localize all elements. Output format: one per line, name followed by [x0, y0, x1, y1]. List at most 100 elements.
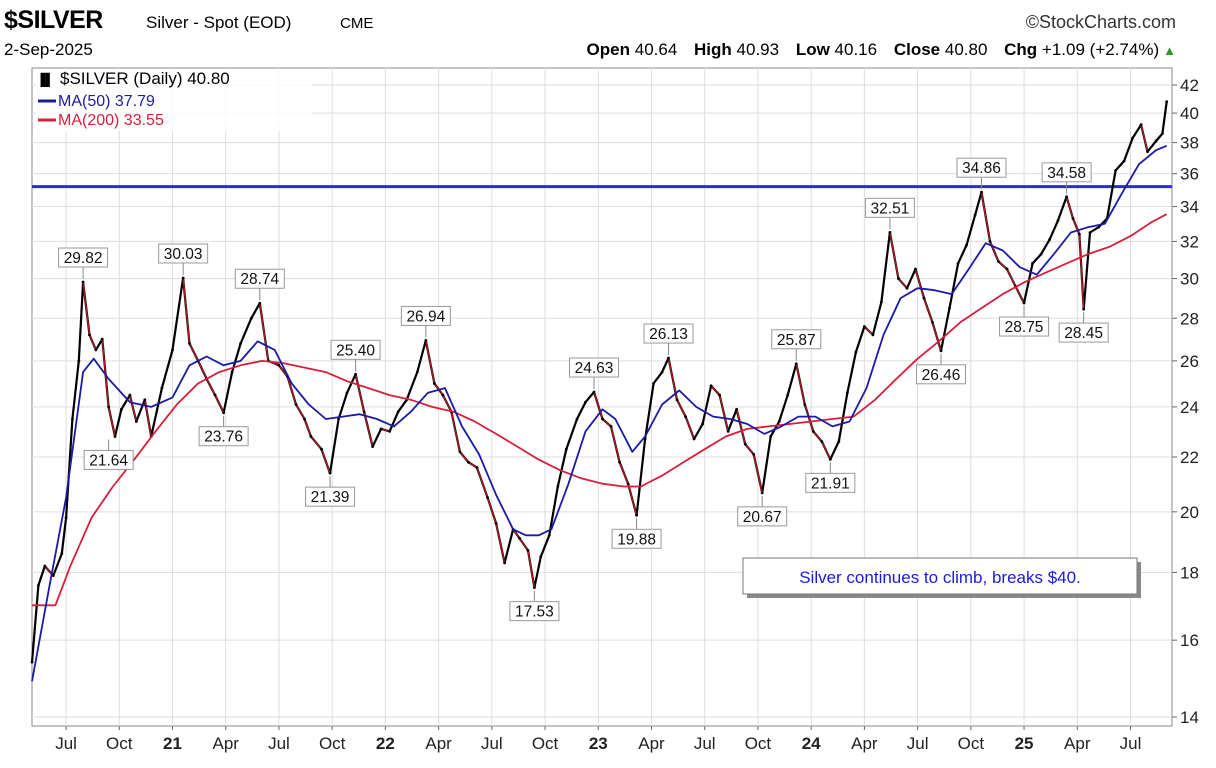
price-point [675, 398, 679, 402]
y-tick-label: 16 [1180, 631, 1199, 650]
pivot-label-text: 21.91 [811, 475, 850, 492]
pivot-label-text: 29.82 [64, 250, 103, 267]
price-down-segment [363, 411, 374, 447]
pivot-label: 28.45 [1058, 312, 1109, 343]
pivot-label-box [864, 197, 915, 218]
price-point [609, 425, 613, 428]
price-down-segment [684, 416, 695, 440]
pivot-label-box [737, 506, 788, 527]
ma200-line [32, 213, 1168, 607]
pivot-label-text: 34.58 [1047, 165, 1086, 182]
y-tick-label: 38 [1180, 134, 1199, 153]
price-point [533, 586, 536, 590]
price-point [64, 516, 68, 519]
pivot-label-text: 26.94 [406, 308, 445, 325]
price-down-segment [303, 418, 312, 437]
open-value: 40.64 [634, 40, 678, 59]
pivot-label-box [158, 243, 209, 264]
price-point [458, 450, 462, 454]
price-point [820, 440, 824, 443]
price-point [1146, 150, 1149, 154]
price-point [36, 583, 40, 587]
pivot-label-text: 17.53 [515, 604, 554, 621]
price-point [794, 362, 798, 366]
price-point [1077, 232, 1081, 236]
price-point [735, 407, 739, 411]
price-point [948, 306, 951, 310]
price-point [1139, 123, 1143, 127]
price-point [1154, 139, 1158, 143]
price-point [486, 496, 489, 500]
pivot-label-box [198, 426, 249, 447]
price-down-segment [980, 192, 991, 242]
x-tick-label: Jul [1120, 734, 1142, 753]
price-down-segment [129, 394, 137, 422]
date-label: 2-Sep-2025 [4, 40, 93, 59]
price-point [113, 435, 117, 438]
pivot-label-box [234, 268, 285, 289]
price-point [811, 430, 815, 433]
pivot-label-text: 26.46 [922, 367, 961, 384]
price-down-segment [1140, 124, 1149, 152]
price-point [1048, 238, 1051, 242]
price-down-segment [718, 394, 729, 432]
pivot-label-text: 19.88 [617, 531, 656, 548]
price-point [914, 267, 917, 271]
price-point [584, 400, 587, 404]
price-down-segment [752, 454, 763, 494]
price-point [518, 536, 521, 540]
x-tick-label: Jul [268, 734, 290, 753]
price-point [77, 359, 81, 363]
y-tick-label: 24 [1180, 398, 1199, 417]
pivot-label: 26.13 [643, 323, 694, 356]
price-down-segment [593, 391, 604, 420]
price-point [973, 213, 977, 217]
price-point [692, 437, 696, 441]
price-point [575, 417, 579, 421]
price-point [1161, 132, 1164, 135]
price-point [100, 337, 104, 341]
price-down-segment [486, 497, 497, 524]
pivot-label: 34.58 [1041, 162, 1092, 194]
price-down-segment [518, 537, 529, 551]
price-down-segment [205, 378, 216, 396]
price-point [769, 435, 773, 438]
price-point [277, 363, 281, 367]
pivot-label: 30.03 [158, 243, 209, 275]
price-down-segment [512, 528, 521, 539]
price-point [726, 430, 730, 433]
symbol-title: $SILVER [4, 6, 103, 34]
brand-logo[interactable]: ©StockCharts.com [1025, 12, 1176, 32]
x-tick-label: Oct [532, 734, 559, 753]
price-down-segment [278, 364, 289, 378]
pivot-label: 23.76 [198, 415, 249, 447]
price-down-segment [863, 326, 874, 336]
price-down-segment [914, 268, 925, 299]
ohlc-readout: Open 40.64 High 40.93 Low 40.16 Close 40… [587, 40, 1176, 60]
price-point [1065, 195, 1069, 199]
price-point [828, 457, 832, 461]
pivot-label-box [569, 357, 620, 378]
price-point [592, 390, 596, 394]
price-down-segment [710, 385, 721, 396]
y-tick-label: 20 [1180, 503, 1199, 522]
price-point [424, 339, 428, 342]
y-tick-label: 26 [1180, 352, 1199, 371]
price-point [1097, 225, 1100, 229]
price-point [294, 403, 298, 406]
price-point [1071, 217, 1075, 220]
pivot-label: 17.53 [509, 590, 560, 622]
price-point [718, 393, 722, 397]
price-point [239, 342, 243, 345]
y-tick-label: 14 [1180, 708, 1199, 727]
price-point [888, 230, 892, 234]
pivot-label-text: 28.74 [240, 271, 279, 288]
x-tick-label: Oct [745, 734, 772, 753]
pivot-label-box [611, 528, 662, 549]
price-point [626, 482, 630, 486]
price-point [539, 555, 543, 559]
low-value: 40.16 [834, 40, 878, 59]
chart-legend: ▐▌ $SILVER (Daily) 40.80 MA(50) 37.79 MA(20… [36, 69, 312, 131]
price-down-segment [354, 374, 365, 412]
